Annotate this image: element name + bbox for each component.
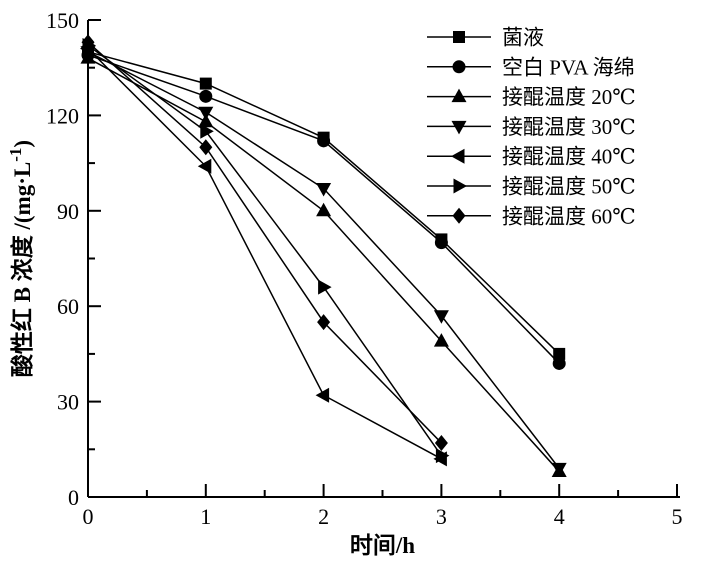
circle-marker: [199, 89, 213, 103]
triangle-down-marker: [551, 462, 567, 477]
series-line: [87, 48, 442, 460]
legend-item: 接醌温度 40℃: [427, 145, 636, 169]
diamond-marker: [434, 434, 448, 451]
triangle-left-marker: [197, 158, 212, 174]
triangle-down-marker: [451, 120, 467, 135]
y-axis-ticks: 0 30 60 90 120 150: [46, 8, 101, 510]
triangle-right-marker: [453, 178, 467, 194]
y-tick-label: 30: [57, 390, 79, 415]
legend-label: 菌液: [502, 26, 544, 50]
circle-marker: [552, 356, 566, 370]
x-tick-label: 5: [672, 504, 683, 529]
legend-item: 接醌温度 50℃: [427, 175, 636, 199]
series-line: [87, 44, 443, 457]
x-tick-label: 4: [554, 504, 565, 529]
series-line: [87, 41, 442, 444]
triangle-right-marker: [200, 123, 214, 139]
x-tick-label: 2: [318, 504, 329, 529]
triangle-up-marker: [198, 113, 214, 128]
diamond-marker: [452, 207, 466, 224]
series-6: [82, 37, 450, 464]
legend-label: 接醌温度 20℃: [502, 85, 636, 109]
legend-item: 接醌温度 30℃: [427, 115, 636, 139]
triangle-down-marker: [316, 183, 332, 197]
x-tick-label: 0: [83, 504, 94, 529]
x-tick-label: 1: [200, 504, 211, 529]
legend-item: 接醌温度 20℃: [427, 85, 636, 109]
triangle-down-marker: [198, 106, 214, 121]
legend-label: 接醌温度 40℃: [502, 145, 636, 169]
y-axis-title: 酸性红 B 浓度 /(mg·L-1): [6, 140, 35, 377]
y-tick-label: 90: [57, 199, 79, 224]
series-7: [81, 34, 448, 451]
triangle-up-marker: [433, 333, 449, 347]
x-axis-title: 时间/h: [350, 533, 415, 558]
triangle-left-marker: [451, 148, 465, 164]
legend-label: 接醌温度 60℃: [502, 204, 636, 228]
triangle-up-marker: [451, 88, 467, 103]
series-4: [80, 46, 567, 477]
triangle-right-marker: [318, 279, 332, 295]
circle-marker: [317, 134, 331, 148]
triangle-left-marker: [315, 387, 330, 403]
legend-item: 菌液: [427, 26, 544, 50]
y-tick-label: 60: [57, 294, 79, 319]
diamond-marker: [81, 34, 95, 51]
diamond-marker: [317, 314, 331, 331]
y-tick-label: 150: [46, 8, 79, 33]
legend-item: 空白 PVA 海绵: [427, 55, 635, 79]
diamond-marker: [199, 139, 213, 156]
x-tick-label: 3: [436, 504, 447, 529]
series-3: [80, 50, 567, 478]
circle-marker: [434, 236, 448, 250]
triangle-up-marker: [316, 202, 332, 217]
circle-marker: [452, 60, 466, 74]
y-tick-label: 0: [68, 485, 79, 510]
triangle-right-marker: [435, 448, 450, 464]
square-marker: [453, 31, 465, 43]
y-tick-label: 120: [46, 103, 79, 128]
legend-label: 接醌温度 50℃: [502, 175, 636, 199]
series-5: [80, 41, 447, 467]
square-marker: [553, 347, 566, 360]
legend-item: 接醌温度 60℃: [427, 204, 636, 228]
triangle-down-marker: [433, 310, 449, 324]
legend-label: 接醌温度 30℃: [502, 115, 636, 139]
series-line: [87, 51, 560, 469]
square-marker: [199, 77, 212, 90]
x-axis-ticks: 0 1 2 3 4 5: [83, 484, 683, 529]
legend-label: 空白 PVA 海绵: [502, 55, 635, 79]
